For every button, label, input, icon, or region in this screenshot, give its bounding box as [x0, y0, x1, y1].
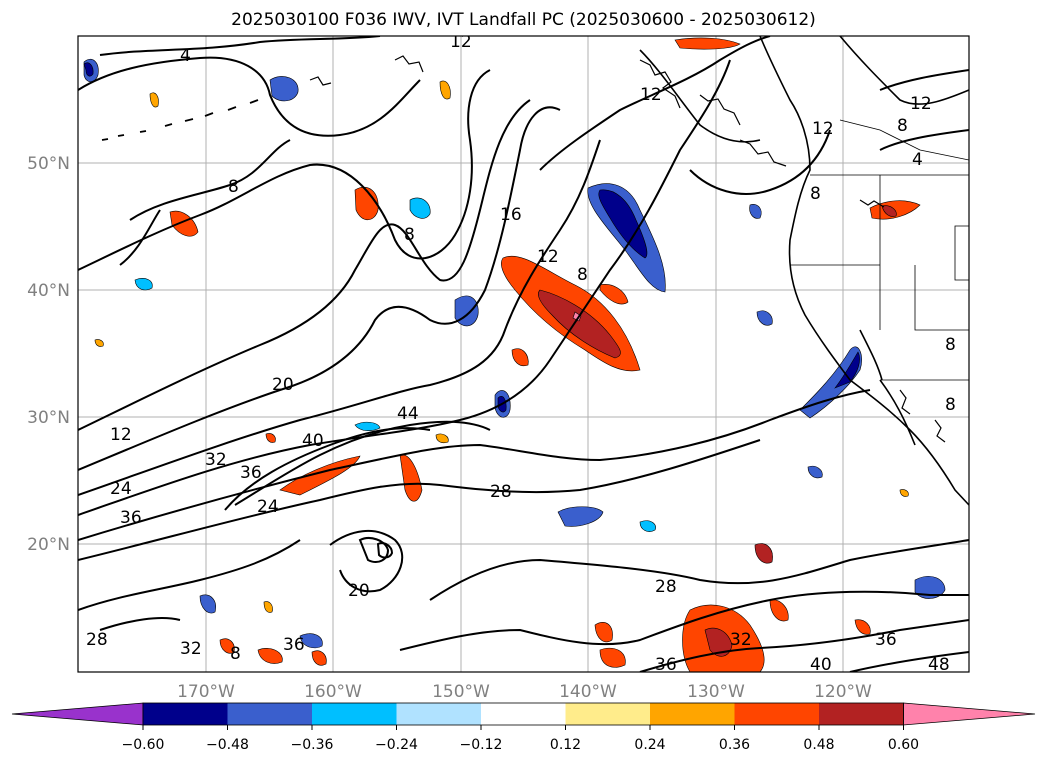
- contour-label: 36: [120, 508, 142, 528]
- colorbar-tick-label: 0.36: [719, 737, 750, 753]
- contour-label: 44: [397, 404, 419, 424]
- latitude-labels: 50°N 40°N 30°N 20°N: [27, 154, 70, 555]
- pc-filled-patches: [83, 37, 946, 672]
- contour-label: 12: [537, 247, 559, 267]
- lon-label: 120°W: [814, 682, 872, 702]
- colorbar-segment: [396, 703, 482, 725]
- contour-label: 8: [404, 225, 415, 245]
- colorbar-segment: [734, 703, 820, 725]
- contour-label: 24: [110, 479, 132, 499]
- colorbar-tick-label: 0.48: [803, 737, 834, 753]
- contour-label: 12: [640, 85, 662, 105]
- colorbar-segment: [312, 703, 397, 725]
- colorbar-segment: [481, 703, 566, 725]
- colorbar-extend-max: [903, 702, 1036, 726]
- lat-label: 30°N: [27, 408, 70, 428]
- contour-label: 48: [928, 655, 950, 675]
- contour-label: 4: [180, 46, 191, 66]
- contour-label: 8: [577, 265, 588, 285]
- contour-label: 36: [655, 655, 677, 675]
- colorbar-outline: [142, 702, 904, 726]
- colorbar-segment: [565, 703, 651, 725]
- contour-label: 8: [945, 335, 956, 355]
- iwv-contours: [78, 36, 969, 672]
- contour-label: 12: [450, 32, 472, 52]
- contour-label: 8: [945, 395, 956, 415]
- colorbar-tick-label: 0.60: [888, 737, 919, 753]
- plot-frame: [77, 35, 970, 673]
- contour-label: 12: [812, 119, 834, 139]
- colorbar: −0.60 −0.48 −0.36 −0.24 −0.12 0.12 0.24 0.36 0.4…: [11, 702, 1036, 753]
- lon-label: 130°W: [687, 682, 745, 702]
- longitude-labels: 170°W 160°W 150°W 140°W 130°W 120°W: [177, 682, 872, 702]
- colorbar-extend-min: [11, 702, 144, 726]
- contour-label: 36: [283, 635, 305, 655]
- lat-label: 50°N: [27, 154, 70, 174]
- contour-label: 40: [810, 655, 832, 675]
- contour-label: 16: [500, 205, 522, 225]
- colorbar-tick-label: −0.60: [122, 737, 165, 753]
- contour-label: 8: [228, 177, 239, 197]
- contour-label: 12: [110, 425, 132, 445]
- contour-label: 28: [655, 577, 677, 597]
- contour-label: 20: [272, 375, 294, 395]
- lon-label: 150°W: [432, 682, 490, 702]
- contour-label: 24: [257, 497, 279, 517]
- lon-label: 160°W: [304, 682, 362, 702]
- contour-label: 4: [912, 150, 923, 170]
- contour-label: 40: [302, 431, 324, 451]
- map-title: 2025030100 F036 IWV, IVT Landfall PC (20…: [231, 10, 816, 30]
- colorbar-segment: [143, 703, 228, 725]
- lat-label: 20°N: [27, 535, 70, 555]
- gridlines: [78, 36, 969, 672]
- colorbar-tick-label: 0.24: [634, 737, 665, 753]
- colorbar-segment: [819, 703, 904, 725]
- contour-labels: 4 12 12 8 12 8 4 16 12 8 8 8 12 20 12 32…: [86, 32, 956, 675]
- contour-label: 12: [910, 94, 932, 114]
- contour-label: 36: [240, 463, 262, 483]
- colorbar-segment: [650, 703, 735, 725]
- contour-label: 28: [86, 630, 108, 650]
- boundaries: [790, 119, 969, 381]
- coastline-detail: [309, 55, 946, 443]
- colorbar-tick-label: −0.24: [375, 737, 418, 753]
- contour-label: 28: [490, 482, 512, 502]
- contour-label: 8: [810, 184, 821, 204]
- contour-label: 20: [348, 581, 370, 601]
- colorbar-segment: [227, 703, 313, 725]
- aleutian-islands: [101, 99, 259, 141]
- lon-label: 140°W: [559, 682, 617, 702]
- coastlines: [639, 36, 969, 506]
- contour-label: 36: [875, 630, 897, 650]
- contour-label: 32: [180, 639, 202, 659]
- lat-label: 40°N: [27, 281, 70, 301]
- colorbar-tick-label: −0.36: [291, 737, 334, 753]
- colorbar-tick-label: −0.48: [206, 737, 249, 753]
- contour-label: 32: [205, 450, 227, 470]
- contour-label: 8: [897, 116, 908, 136]
- colorbar-tick-label: 0.12: [550, 737, 581, 753]
- colorbar-tick-label: −0.12: [460, 737, 503, 753]
- contour-label: 8: [230, 644, 241, 664]
- lon-label: 170°W: [177, 682, 235, 702]
- contour-label: 32: [730, 630, 752, 650]
